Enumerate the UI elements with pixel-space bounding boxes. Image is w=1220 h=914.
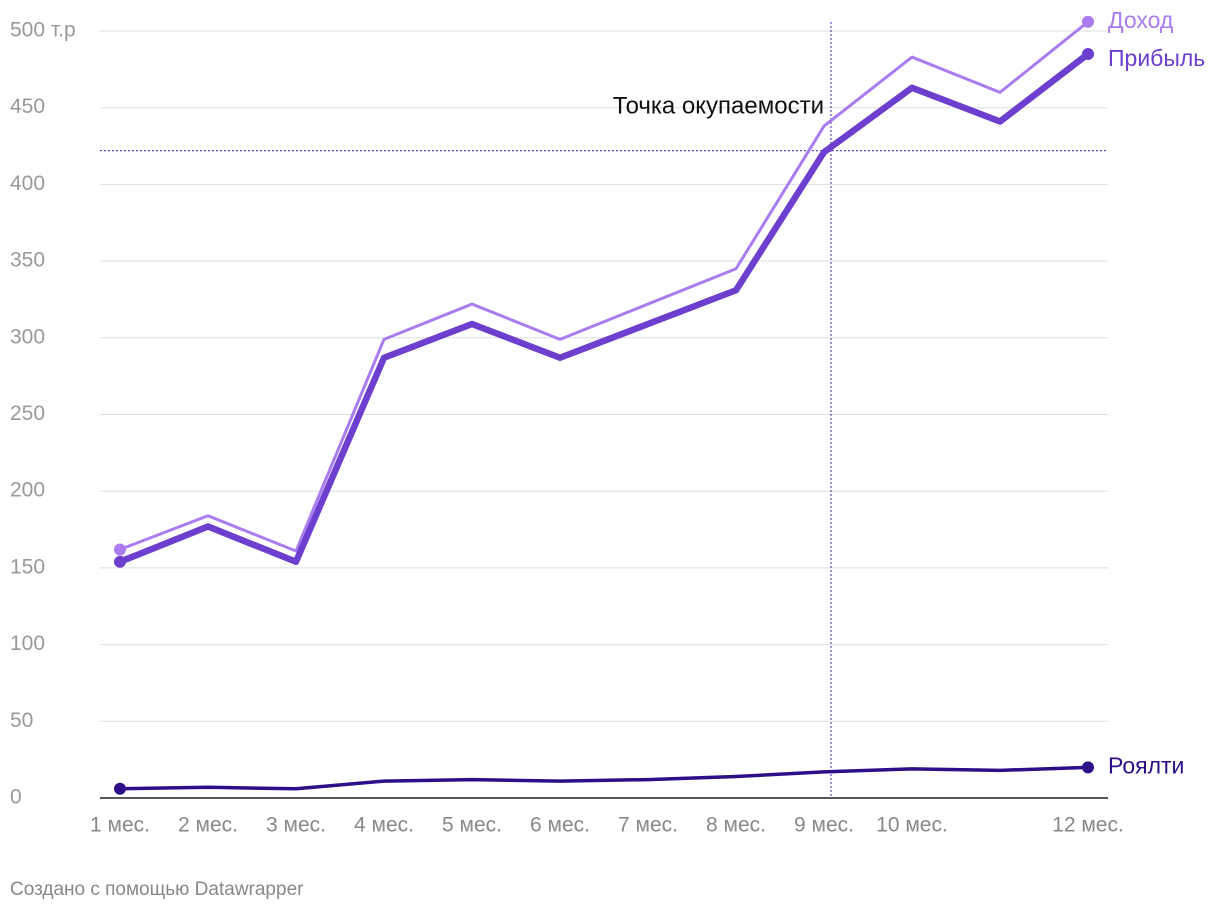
start-dot: [114, 555, 126, 568]
end-dot: [1082, 761, 1094, 774]
x-tick-label: 12 мес.: [1052, 814, 1124, 837]
y-tick-label: 500 т.р: [10, 19, 76, 42]
x-tick-label: 2 мес.: [178, 814, 238, 837]
y-tick-label: 200: [10, 479, 45, 502]
footer: Создано с помощью Datawrapper: [10, 879, 304, 900]
y-tick-label: 50: [10, 709, 33, 732]
annotation: Точка окупаемости: [613, 92, 824, 119]
y-tick-label: 350: [10, 249, 45, 272]
legend-label: Роялти: [1108, 752, 1184, 778]
x-tick-label: 4 мес.: [354, 814, 414, 837]
y-tick-label: 400: [10, 172, 45, 195]
series-line: [119, 20, 1089, 553]
y-tick-label: 450: [10, 95, 45, 118]
x-tick-label: 7 мес.: [618, 814, 678, 837]
series-line: [119, 765, 1089, 791]
y-tick-label: 150: [10, 555, 45, 578]
x-tick-label: 1 мес.: [90, 814, 150, 837]
legend-label: Доход: [1108, 7, 1174, 33]
x-tick-label: 8 мес.: [706, 814, 766, 837]
x-tick-label: 6 мес.: [530, 814, 590, 837]
end-dot: [1082, 15, 1094, 28]
y-tick-label: 0: [10, 786, 22, 809]
x-tick-label: 3 мес.: [266, 814, 326, 837]
y-tick-label: 300: [10, 325, 45, 348]
series-line: [118, 51, 1090, 566]
y-tick-label: 250: [10, 402, 45, 425]
x-tick-label: 5 мес.: [442, 814, 502, 837]
end-dot: [1082, 48, 1094, 61]
legend-label: Прибыль: [1108, 45, 1205, 71]
start-dot: [114, 782, 126, 795]
x-tick-label: 9 мес.: [794, 814, 854, 837]
x-tick-label: 10 мес.: [876, 814, 948, 837]
y-tick-label: 100: [10, 632, 45, 655]
start-dot: [114, 543, 126, 556]
